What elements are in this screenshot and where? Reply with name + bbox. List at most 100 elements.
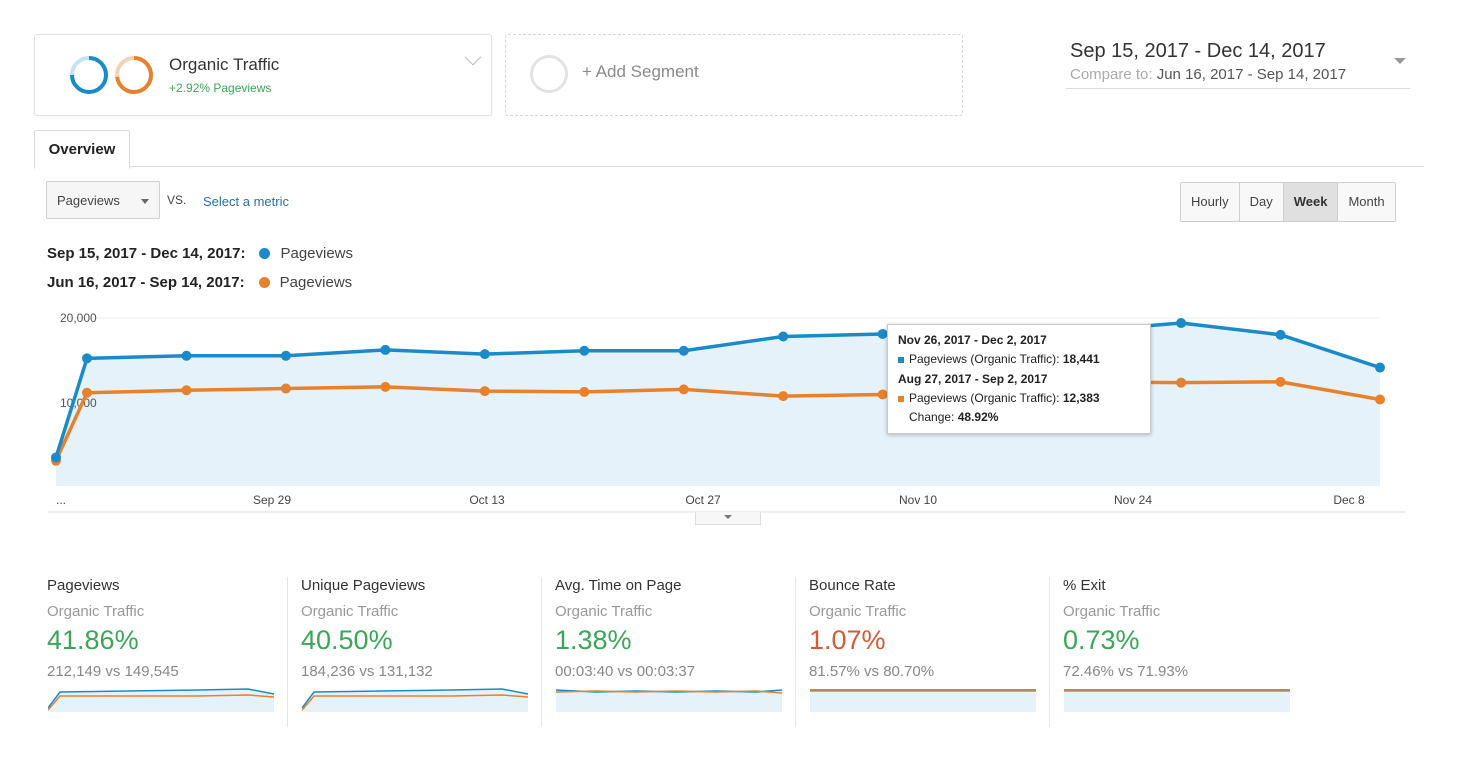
tooltip-change-label: Change: (909, 410, 955, 424)
data-point-current (579, 345, 590, 356)
tab-divider (34, 166, 1424, 167)
data-point-previous (678, 384, 689, 395)
chart-tooltip: Nov 26, 2017 - Dec 2, 2017 Pageviews (Or… (887, 324, 1151, 434)
legend-dot-icon (258, 277, 270, 288)
kpi-segment: Organic Traffic (809, 603, 907, 620)
data-point-current (280, 350, 291, 361)
data-point-current (479, 349, 490, 360)
kpi-change: 41.86% (47, 625, 139, 655)
legend-previous: Jun 16, 2017 - Sep 14, 2017: Pageviews (47, 274, 352, 291)
kpi-sparkline (48, 688, 274, 712)
data-point-previous (82, 387, 92, 398)
data-point-current (82, 353, 92, 364)
add-segment-button[interactable]: + Add Segment (505, 34, 963, 116)
kpi-change: 1.38% (555, 625, 632, 655)
chart-collapse-button[interactable] (695, 512, 761, 525)
data-point-current (678, 345, 689, 356)
y-tick-label: 10,000 (60, 396, 97, 410)
pageviews-line-chart[interactable]: 20,000 10,000... Sep 29 Oct 13 Oct 27 Nov 10 N… (0, 300, 1460, 522)
data-point-current (380, 344, 391, 355)
kpi-segment: Organic Traffic (301, 603, 399, 620)
data-point-previous (380, 381, 391, 392)
data-point-current (877, 328, 888, 339)
kpi-segment: Organic Traffic (47, 603, 145, 620)
data-point-current (1176, 318, 1187, 329)
data-point-previous (579, 386, 590, 397)
data-point-previous (1275, 376, 1286, 387)
select-metric-link[interactable]: Select a metric (203, 194, 289, 209)
add-segment-circle-icon (530, 55, 568, 93)
x-tick-label: Nov 24 (1114, 493, 1152, 507)
kpi-card[interactable]: Avg. Time on Page Organic Traffic 1.38% 00:… (555, 577, 795, 727)
data-point-previous (1375, 394, 1385, 405)
granularity-hourly[interactable]: Hourly (1181, 183, 1240, 221)
date-range-main: Sep 15, 2017 - Dec 14, 2017 (1070, 40, 1326, 62)
granularity-week[interactable]: Week (1283, 183, 1339, 221)
tab-overview[interactable]: Overview (34, 130, 130, 169)
tooltip-range-previous: Aug 27, 2017 - Sep 2, 2017 (898, 372, 1048, 386)
kpi-compare: 72.46% vs 71.93% (1063, 663, 1189, 680)
caret-down-icon (141, 199, 149, 204)
vs-label: VS. (167, 193, 187, 207)
kpi-name: Avg. Time on Page (555, 577, 682, 594)
data-point-current (1275, 329, 1286, 340)
x-tick-label: Nov 10 (899, 493, 937, 507)
tooltip-row-previous: Pageviews (Organic Traffic): 12,383 (898, 391, 1100, 405)
tooltip-change-value: 48.92% (957, 410, 999, 424)
data-point-current (778, 331, 789, 342)
kpi-card[interactable]: Unique Pageviews Organic Traffic 40.50% 184… (301, 577, 541, 727)
data-point-previous (877, 389, 888, 400)
tooltip-change: Change: 48.92% (909, 410, 998, 424)
caret-down-icon[interactable] (1394, 58, 1406, 64)
data-point-previous (280, 383, 291, 394)
date-range-compare: Compare to: Jun 16, 2017 - Sep 14, 2017 (1070, 66, 1346, 83)
legend-dot-icon (259, 248, 271, 259)
data-point-current (181, 350, 192, 361)
kpi-divider (795, 577, 796, 727)
series-square-icon (898, 395, 904, 402)
tooltip-value: 18,441 (1062, 352, 1100, 366)
kpi-change: 40.50% (301, 625, 393, 655)
segment-donut-icon (70, 56, 153, 94)
kpi-divider (287, 577, 288, 727)
data-point-previous (479, 386, 490, 397)
data-point-current (1375, 362, 1385, 373)
y-tick-label: 20,000 (60, 311, 97, 325)
kpi-compare: 81.57% vs 80.70% (809, 663, 935, 680)
data-point-current (51, 452, 61, 463)
x-tick-label: ... (56, 493, 66, 507)
tooltip-metric: Pageviews (Organic Traffic): (909, 391, 1060, 405)
compare-range: Jun 16, 2017 - Sep 14, 2017 (1156, 66, 1347, 83)
data-point-previous (1176, 377, 1187, 388)
data-point-previous (181, 385, 192, 396)
kpi-card[interactable]: Pageviews Organic Traffic 41.86% 212,149 vs… (47, 577, 287, 727)
segment-card-organic[interactable]: Organic Traffic +2.92% Pageviews (34, 34, 492, 116)
chevron-down-icon[interactable] (464, 48, 482, 66)
legend-current: Sep 15, 2017 - Dec 14, 2017: Pageviews (47, 245, 353, 262)
metric-select[interactable]: Pageviews (46, 181, 160, 219)
kpi-compare: 184,236 vs 131,132 (301, 663, 433, 680)
legend-range: Sep 15, 2017 - Dec 14, 2017: (47, 245, 246, 262)
data-point-previous (778, 391, 789, 402)
kpi-card[interactable]: % Exit Organic Traffic 0.73% 72.46% vs 71.9… (1063, 577, 1303, 727)
segment-title: Organic Traffic (169, 55, 280, 74)
kpi-card[interactable]: Bounce Rate Organic Traffic 1.07% 81.57% vs… (809, 577, 1049, 727)
kpi-name: % Exit (1063, 577, 1106, 594)
date-range-picker[interactable]: Sep 15, 2017 - Dec 14, 2017 Compare to: … (1066, 40, 1410, 89)
x-tick-label: Oct 13 (469, 493, 505, 507)
series-square-icon (898, 356, 904, 363)
x-tick-label: Dec 8 (1333, 493, 1365, 507)
tooltip-row-current: Pageviews (Organic Traffic): 18,441 (898, 352, 1100, 366)
caret-down-icon (724, 515, 732, 519)
granularity-toggle: Hourly Day Week Month (1180, 182, 1396, 222)
granularity-month[interactable]: Month (1338, 183, 1395, 221)
kpi-change: 0.73% (1063, 625, 1140, 655)
kpi-divider (541, 577, 542, 727)
x-tick-label: Oct 27 (685, 493, 721, 507)
kpi-compare: 00:03:40 vs 00:03:37 (555, 663, 696, 680)
kpi-name: Bounce Rate (809, 577, 896, 594)
compare-label: Compare to: (1070, 66, 1153, 83)
tooltip-metric: Pageviews (Organic Traffic): (909, 352, 1060, 366)
granularity-day[interactable]: Day (1239, 183, 1284, 221)
kpi-sparkline (810, 689, 1036, 712)
